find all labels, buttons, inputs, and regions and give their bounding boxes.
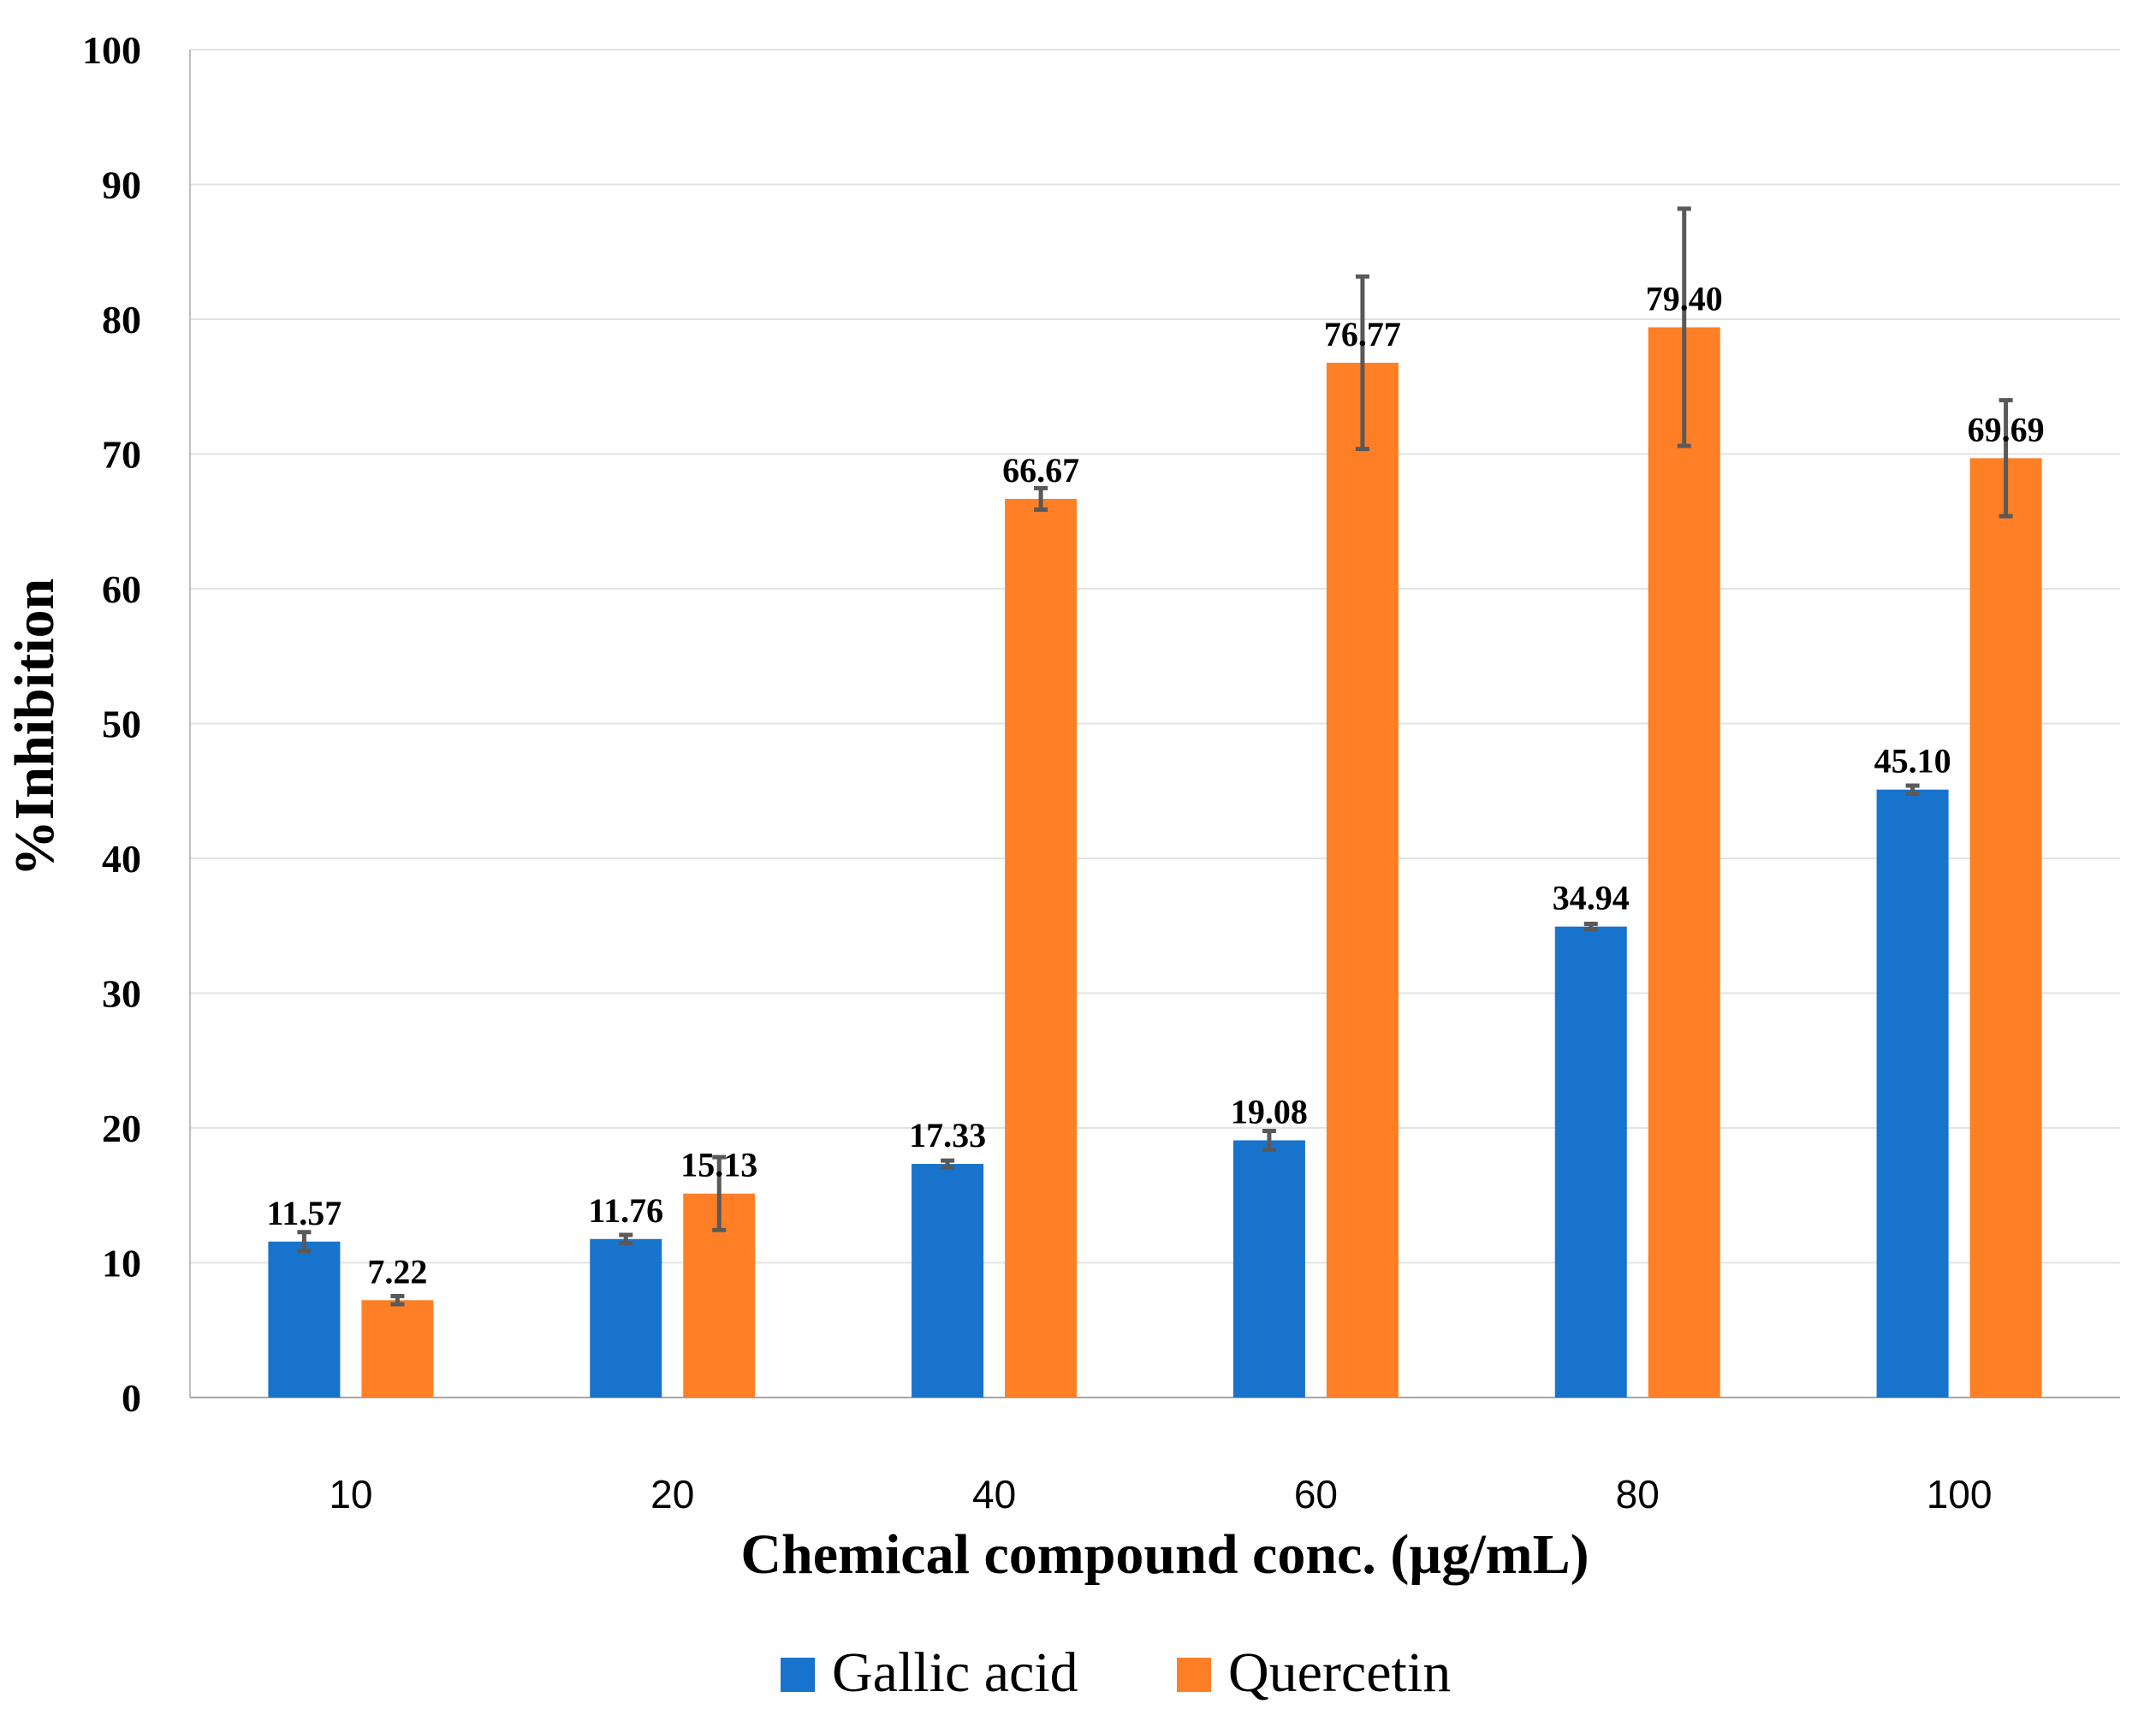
bar	[590, 1238, 662, 1398]
gridlines	[190, 49, 2120, 1264]
x-tick-label: 100	[1927, 1472, 1993, 1516]
legend-swatch-quercetin	[1177, 1658, 1211, 1692]
bar	[1648, 327, 1720, 1398]
y-tick-label: 70	[102, 433, 141, 477]
x-tick-label: 80	[1616, 1472, 1660, 1516]
y-tick-label: 60	[102, 567, 141, 611]
data-label: 7.22	[367, 1252, 427, 1291]
y-tick-label: 80	[102, 298, 141, 341]
y-tick-label: 90	[102, 163, 141, 207]
data-label: 69.69	[1968, 410, 2045, 448]
error-bars	[297, 206, 2013, 1307]
y-tick-label: 10	[102, 1242, 141, 1285]
data-label: 66.67	[1002, 451, 1079, 490]
tick-labels: 0 10 20 30 40 50 60 70 80 90 100 10 20 40 60 80 100	[82, 28, 1992, 1516]
data-label: 11.76	[588, 1191, 663, 1230]
y-tick-label: 30	[102, 972, 141, 1016]
data-label: 76.77	[1324, 315, 1401, 353]
x-tick-label: 10	[329, 1472, 372, 1516]
y-tick-label: 100	[82, 28, 141, 72]
y-tick-label: 0	[122, 1376, 141, 1420]
data-label: 17.33	[909, 1116, 986, 1154]
bar	[1876, 789, 1949, 1398]
bar	[1554, 926, 1627, 1398]
x-axis-title: Chemical compound conc. (µg/mL)	[740, 1523, 1589, 1586]
data-labels: 11.57 7.22 11.76 15.13 17.33 66.67 19.08 76.77 3…	[267, 279, 2045, 1291]
y-tick-label: 50	[102, 703, 141, 746]
x-tick-label: 60	[1294, 1472, 1338, 1516]
bar	[1232, 1140, 1305, 1398]
y-axis-title: %Inhibition	[3, 579, 66, 877]
legend-label-gallic-acid: Gallic acid	[832, 1641, 1078, 1704]
bar	[1005, 498, 1078, 1398]
data-label: 15.13	[680, 1146, 757, 1184]
bar	[268, 1241, 341, 1398]
axes	[189, 50, 2120, 1398]
bars	[268, 327, 2042, 1398]
y-tick-label: 20	[102, 1107, 141, 1150]
bar	[1969, 458, 2042, 1398]
bar	[1326, 362, 1399, 1398]
bar	[361, 1300, 434, 1398]
data-label: 34.94	[1553, 879, 1630, 917]
data-label: 45.10	[1874, 742, 1951, 780]
x-tick-label: 20	[650, 1472, 694, 1516]
legend-swatch-gallic-acid	[781, 1658, 815, 1692]
legend: Gallic acid Quercetin	[781, 1641, 1451, 1704]
bar	[912, 1164, 984, 1398]
data-label: 79.40	[1646, 279, 1723, 317]
data-label: 11.57	[267, 1194, 342, 1232]
y-tick-label: 40	[102, 837, 141, 881]
legend-label-quercetin: Quercetin	[1228, 1641, 1451, 1704]
x-tick-label: 40	[972, 1472, 1016, 1516]
data-label: 19.08	[1231, 1092, 1308, 1131]
